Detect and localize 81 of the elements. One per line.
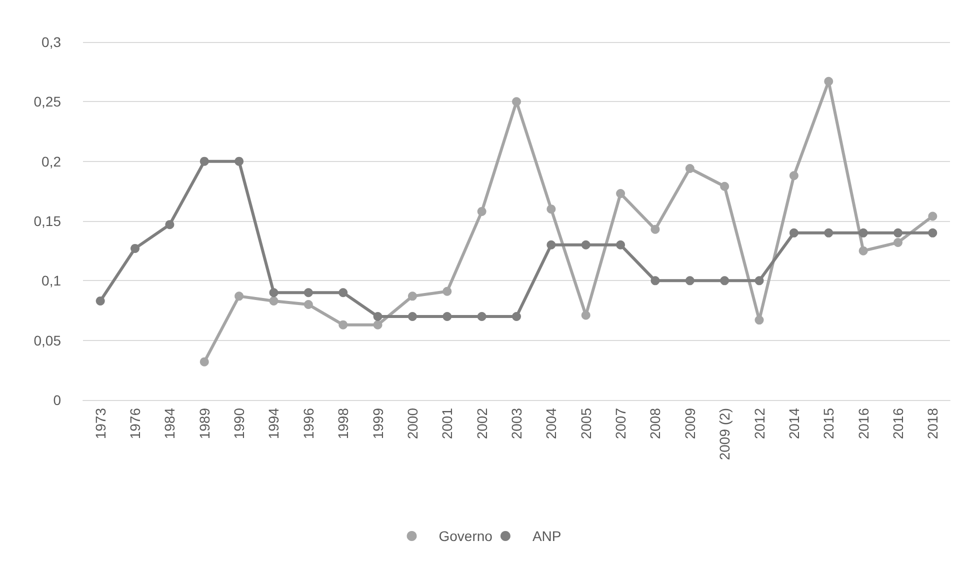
point [338, 320, 348, 330]
point [581, 240, 590, 250]
point [893, 228, 902, 238]
point [269, 296, 278, 306]
point [512, 97, 521, 106]
point [546, 204, 556, 214]
point [616, 240, 626, 250]
y-tick-label: 0,25 [34, 94, 62, 110]
x-tick-label: 2007 [612, 408, 629, 440]
point [442, 312, 452, 321]
point [789, 171, 798, 180]
x-tick-label: 1990 [231, 408, 248, 440]
point [720, 182, 730, 191]
y-tick-label: 0,1 [42, 272, 62, 289]
point [442, 286, 452, 296]
point [650, 276, 660, 286]
point [685, 276, 694, 286]
point [616, 189, 626, 198]
point [824, 76, 834, 86]
x-tick-label: 2015 [820, 408, 837, 440]
point [165, 220, 174, 230]
point [477, 206, 486, 216]
x-tick-label: 2016 [890, 408, 906, 440]
point [512, 312, 521, 321]
point [685, 164, 694, 173]
point [338, 288, 348, 298]
x-tick-label: 1984 [162, 408, 178, 440]
point [200, 357, 209, 366]
point [408, 312, 417, 321]
y-tick-label: 0 [53, 392, 62, 408]
point [130, 244, 140, 253]
point [858, 246, 868, 256]
x-tick-label: 2005 [578, 408, 594, 440]
x-tick-label: 2004 [543, 408, 560, 440]
y-tick-label: 0,2 [42, 153, 62, 170]
point [824, 228, 834, 238]
x-tick-label: 1999 [370, 408, 386, 440]
point [789, 228, 798, 238]
x-tick-label: 1976 [127, 408, 144, 440]
point [304, 288, 313, 298]
x-tick-label: 2014 [786, 408, 802, 440]
point [720, 276, 730, 286]
point [650, 224, 660, 234]
point [928, 228, 938, 238]
x-tick-label: 2008 [647, 408, 664, 440]
point [200, 156, 209, 166]
point [546, 240, 556, 250]
x-tick-label: 2009 [682, 408, 698, 440]
point [581, 310, 590, 320]
x-tick-label: 2003 [508, 408, 524, 440]
y-tick-label: 0,15 [34, 213, 62, 229]
point [373, 320, 382, 330]
x-tick-label: 1998 [335, 408, 352, 440]
point [234, 156, 244, 166]
x-tick-label: 1989 [196, 408, 212, 440]
x-tick-label: 2018 [924, 408, 941, 440]
legend-label: ANP [532, 528, 562, 544]
y-tick-label: 0,05 [34, 332, 62, 348]
point [373, 312, 382, 321]
y-tick-label: 0,3 [42, 34, 62, 50]
point [477, 312, 486, 321]
point [754, 316, 764, 325]
point [408, 292, 417, 301]
point [928, 212, 938, 221]
x-tick-label: 2009 (2) [716, 408, 733, 460]
point [304, 300, 313, 310]
legend-label: Governo [438, 528, 493, 544]
x-tick-label: 1973 [92, 408, 108, 440]
point [269, 288, 278, 298]
point [858, 228, 868, 238]
x-tick-label: 2002 [474, 408, 490, 440]
x-tick-label: 2016 [855, 408, 872, 440]
point [96, 296, 105, 306]
x-tick-label: 1996 [300, 408, 316, 440]
x-tick-label: 2000 [404, 408, 420, 440]
point [234, 292, 244, 301]
point [893, 238, 902, 247]
x-tick-label: 2001 [439, 408, 456, 440]
x-tick-label: 1994 [266, 408, 282, 440]
point [754, 276, 764, 286]
x-tick-label: 2012 [751, 408, 768, 440]
